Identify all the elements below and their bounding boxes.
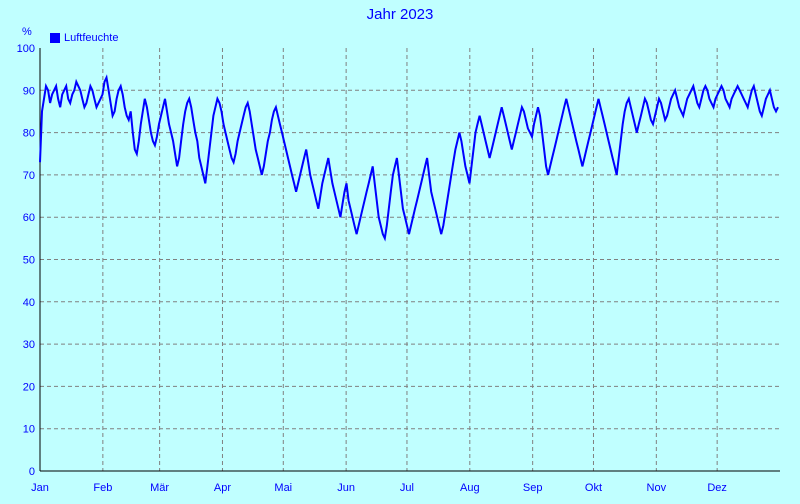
x-tick-label: Dez (707, 482, 727, 494)
y-tick-label: 80 (23, 128, 35, 140)
x-tick-label: Jun (337, 482, 355, 494)
legend-swatch (50, 33, 60, 43)
y-tick-label: 100 (17, 43, 35, 55)
legend-label: Luftfeuchte (64, 32, 119, 44)
y-tick-label: 70 (23, 170, 35, 182)
x-tick-label: Mär (150, 482, 169, 494)
x-tick-label: Feb (93, 482, 112, 494)
y-tick-label: 40 (23, 297, 35, 309)
x-tick-label: Jul (400, 482, 414, 494)
x-tick-label: Aug (460, 482, 480, 494)
chart-title: Jahr 2023 (366, 6, 434, 23)
y-axis-unit-label: % (22, 26, 32, 38)
y-tick-label: 30 (23, 339, 35, 351)
y-tick-label: 10 (23, 424, 35, 436)
humidity-series-line (39, 74, 779, 242)
x-tick-label: Apr (214, 482, 231, 494)
x-tick-label: Sep (523, 482, 543, 494)
x-tick-label: Okt (585, 482, 602, 494)
x-tick-label: Mai (274, 482, 292, 494)
y-tick-label: 20 (23, 381, 35, 393)
y-tick-label: 0 (29, 466, 35, 478)
y-tick-label: 60 (23, 212, 35, 224)
y-tick-label: 90 (23, 85, 35, 97)
x-tick-label: Jan (31, 482, 49, 494)
legend: Luftfeuchte (50, 32, 118, 44)
y-tick-label: 50 (23, 255, 35, 267)
x-tick-label: Nov (647, 482, 667, 494)
